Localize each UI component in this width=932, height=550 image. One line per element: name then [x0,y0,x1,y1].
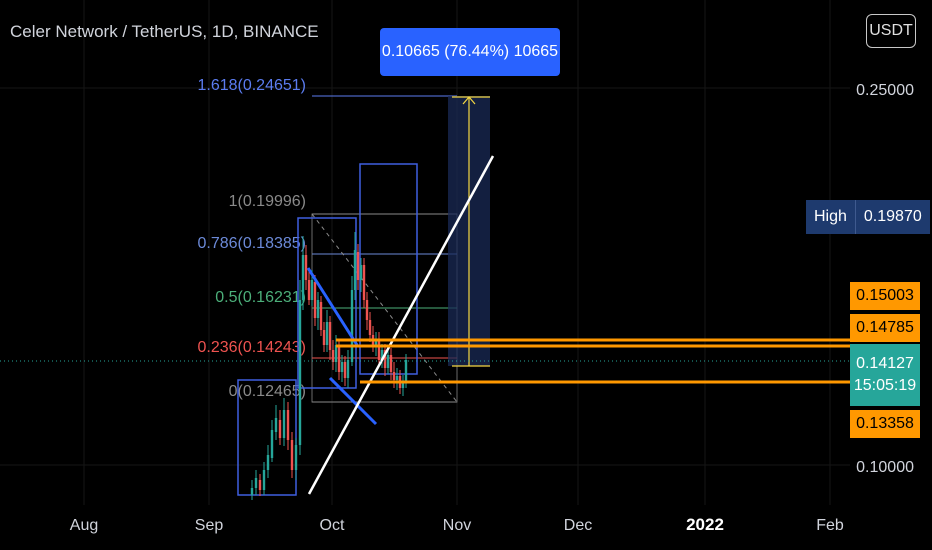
candle-body [359,265,363,280]
price-tag-orange-2: 0.14785 [850,314,920,342]
candle-body [270,430,274,458]
annotation-box-2[interactable] [297,217,357,389]
candle-body [274,418,278,432]
grid-lines [0,0,850,505]
fib-label-0236: 0.236(0.14243) [197,339,306,356]
x-tick-nov: Nov [443,517,471,534]
candle-body [278,420,282,438]
fib-label-05: 0.5(0.16231) [215,289,306,306]
candle-body [304,255,308,280]
x-tick-dec: Dec [564,517,592,534]
candle-body [328,322,332,350]
candle-body [404,360,408,382]
candle-body [362,265,366,300]
candle-body [377,340,381,360]
wedge-upper-line[interactable] [306,267,359,346]
candle-body [313,282,317,318]
candle-body [266,455,270,470]
current-price-value: 0.14127 [856,355,914,372]
chart-title: Celer Network / TetherUS, 1D, BINANCE [10,22,319,41]
candle-body [337,345,341,372]
candle-body [368,320,372,335]
candle-body [401,382,405,388]
candle-body [290,440,294,470]
high-tag-divider [854,200,856,234]
trend-line[interactable] [307,155,495,495]
measure-label: 0.10665 (76.44%) 10665 [380,28,560,76]
candle-body [343,362,347,378]
candle-body [356,252,360,280]
candle-body [325,322,329,345]
candle-body [374,340,378,345]
candle-body [395,376,399,380]
candle-body [383,350,387,368]
x-tick-feb: Feb [816,517,844,534]
price-tag-orange-3: 0.13358 [850,410,920,438]
candle-body [322,330,326,345]
annotation-box-1[interactable] [237,379,297,496]
x-tick-oct: Oct [320,517,345,534]
x-tick-aug: Aug [70,517,98,534]
x-tick-sep: Sep [195,517,224,534]
y-tick-010: 0.10000 [856,459,914,476]
candle-body [307,280,311,300]
wedge-lower-line[interactable] [328,376,378,426]
candle-body [254,478,258,488]
price-tag-orange-1: 0.15003 [850,282,920,310]
candle-body [319,302,323,330]
candle-body [258,480,262,490]
current-price-tag: 0.14127 15:05:19 [850,344,920,406]
y-tick-025: 0.25000 [856,82,914,99]
candle-countdown: 15:05:19 [853,377,917,394]
fib-label-1: 1(0.19996) [229,193,306,210]
candle-body [301,255,305,300]
candle-body [365,300,369,320]
candle-body [286,410,290,440]
candle-body [250,488,254,495]
high-label: High [814,208,847,225]
candle-body [298,300,302,445]
candle-body [334,345,338,362]
fib-label-0: 0(0.12465) [229,383,306,400]
high-price-tag: High 0.19870 [806,200,930,234]
fib-label-1618: 1.618(0.24651) [197,77,306,94]
candle-body [294,445,298,470]
candle-body [310,280,314,300]
annotation-box-3[interactable] [359,163,418,375]
x-tick-2022: 2022 [686,515,724,534]
high-value: 0.19870 [863,208,922,225]
candle-body [380,350,384,360]
candle-body [316,300,320,318]
candle-body [389,355,393,372]
time-axis[interactable]: Aug Sep Oct Nov Dec 2022 Feb [70,515,844,534]
candle-body [340,362,344,372]
currency-button[interactable]: USDT [866,14,916,48]
candle-body [346,360,350,378]
candle-body [392,372,396,380]
candle-body [331,350,335,362]
candle-body [262,470,266,490]
candle-body [353,250,357,290]
candle-body [350,290,354,362]
candle-body [282,410,286,438]
fib-label-0786: 0.786(0.18385) [197,235,306,252]
